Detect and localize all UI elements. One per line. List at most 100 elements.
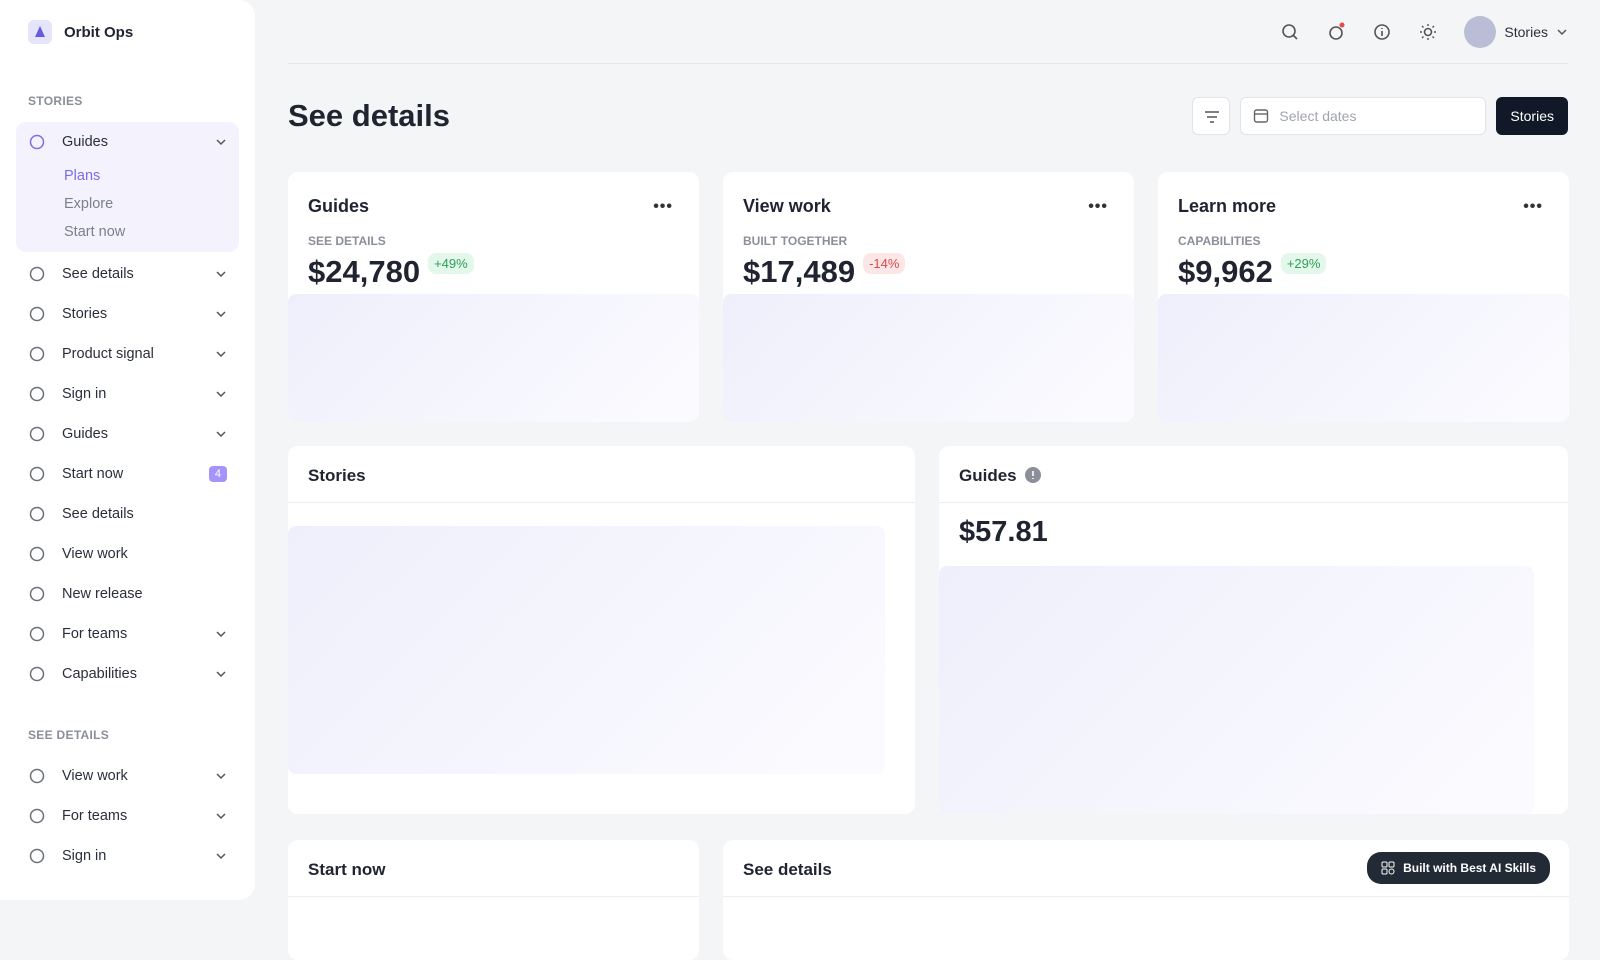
nav-group: Guides Plans Explore Start now [16,122,239,252]
nav-label: Start now [62,466,124,482]
nav-icon [29,346,45,362]
nav-item[interactable]: View work [16,534,239,574]
panel-title: Start now [308,860,386,879]
chevron [216,853,226,860]
nav-item[interactable]: For teams [16,614,239,654]
nav-badge: 4 [208,466,227,482]
search-icon[interactable] [1280,22,1300,42]
nav-icon [29,306,45,322]
topbar: Stories [288,0,1568,64]
chart-placeholder [723,294,1134,422]
value-text: $17,489 [743,254,856,289]
nav-section-title: STORIES [28,94,83,108]
nav-label: View work [62,768,128,784]
nav-subitem[interactable]: Plans [64,168,101,184]
card-menu[interactable]: ••• [1088,198,1108,215]
nav-label: See details [62,506,134,522]
nav-icon [29,848,45,864]
filter-button[interactable] [1192,97,1231,135]
nav-icon [29,586,45,602]
divider [939,502,1568,503]
card-title: Guides [308,196,370,216]
divider [723,896,1569,897]
panel-title: See details [743,860,832,879]
nav-label: View work [62,546,128,562]
stat-card: View work ••• BUILT TOGETHER $17,489 -14% [723,172,1134,422]
chart-placeholder [1158,294,1569,422]
nav-subitem[interactable]: Start now [64,224,126,240]
nav-label: For teams [62,626,128,642]
primary-button[interactable]: Stories [1496,97,1568,135]
nav-item[interactable]: Guides [16,414,239,454]
user-name: Stories [1504,23,1548,40]
chevron [216,671,226,678]
nav-item[interactable]: View work [16,756,239,796]
chevron [216,391,226,398]
nav-item[interactable]: See details [16,254,239,294]
chevron [216,351,226,358]
panel-title: Stories [308,466,366,485]
stat-card: Guides ••• SEE DETAILS $24,780 +49% [288,172,699,422]
change-badge: +29% [1280,253,1327,274]
divider [288,502,915,503]
date-picker[interactable]: Select dates [1240,97,1487,135]
nav-item[interactable]: Capabilities [16,654,239,694]
nav-icon [29,506,45,522]
nav-label: See details [62,266,134,282]
nav-item[interactable]: Sign in [16,374,239,414]
nav-section-title: SEE DETAILS [28,728,110,742]
nav-icon [29,466,45,482]
nav-item[interactable]: Start now 4 [16,454,239,494]
divider [288,896,699,897]
avatar [1464,15,1497,48]
chevron [1557,28,1567,35]
page-header: See details Select dates Stories [288,64,1568,168]
chart-placeholder [288,526,885,774]
nav-item[interactable]: See details [16,494,239,534]
nav-icon [29,426,45,442]
nav-subitem[interactable]: Explore [64,196,114,212]
nav-item[interactable]: Product signal [16,334,239,374]
theme-icon[interactable] [1418,22,1438,42]
notify-icon[interactable] [1326,22,1346,42]
chevron [216,773,226,780]
nav-label: Product signal [62,346,154,362]
nav-icon [29,546,45,562]
panel: Stories [288,446,915,814]
nav-item[interactable]: Stories [16,294,239,334]
nav-item[interactable]: For teams [16,796,239,836]
built-with-badge[interactable]: Built with Best AI Skills [1367,852,1550,884]
date-placeholder: Select dates [1279,108,1357,124]
nav-icon [29,386,45,402]
card-label: BUILT TOGETHER [743,234,848,248]
panel-title: Guides [959,466,1041,486]
value-text: $9,962 [1178,254,1273,289]
info-icon[interactable] [1372,22,1392,42]
nav-label: New release [62,586,143,602]
brand-name: Orbit Ops [64,23,134,41]
change-badge: +49% [428,253,474,274]
panel: Start now [288,840,699,960]
card-menu[interactable]: ••• [653,198,673,215]
nav-icon [29,134,45,150]
nav-icon [29,768,45,784]
nav-label: For teams [62,808,128,824]
brand[interactable]: Orbit Ops [16,0,239,64]
chevron [216,813,226,820]
logo [28,20,52,44]
nav-item[interactable]: Guides [16,122,239,162]
panel-value: $57.81 [959,516,1048,548]
card-value: $9,962 +29% [1178,253,1327,290]
nav-label: Guides [62,426,108,442]
nav-label: Stories [62,306,108,322]
info-icon[interactable] [1024,467,1041,483]
card-title: View work [743,196,831,216]
user-menu[interactable]: Stories [1464,15,1568,48]
card-menu[interactable]: ••• [1523,198,1543,215]
sidebar: Orbit Ops STORIES Guides Plans Explore Start… [0,0,255,900]
nav-label: Capabilities [62,666,137,682]
nav-item[interactable]: Sign in [16,836,239,876]
nav-icon [29,266,45,282]
nav-item[interactable]: New release [16,574,239,614]
